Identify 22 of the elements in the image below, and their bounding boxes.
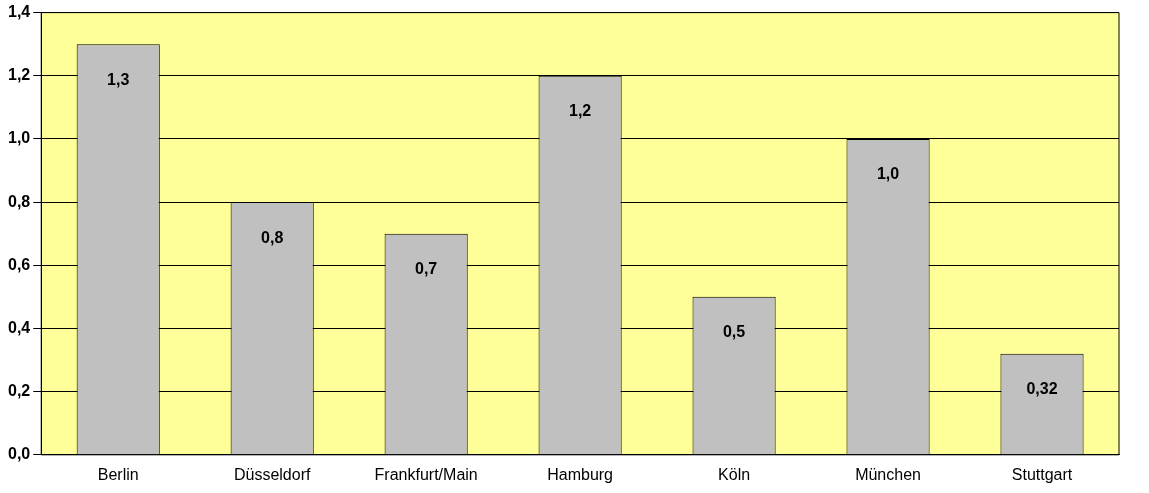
y-tick-label: 0,0: [7, 445, 31, 463]
x-tick-label: Düsseldorf: [233, 465, 311, 483]
data-label: 0,5: [722, 323, 746, 341]
x-tick-label: Köln: [718, 465, 751, 483]
x-tick-label: München: [855, 465, 921, 483]
x-tick-label: Frankfurt/Main: [374, 465, 478, 483]
y-tick-label: 0,2: [7, 382, 31, 400]
x-tick-label: Stuttgart: [1011, 465, 1073, 483]
data-label: 0,7: [415, 260, 438, 278]
y-tick-label: 1,2: [7, 66, 31, 84]
y-tick-label: 1,4: [7, 3, 31, 21]
data-label: 0,8: [261, 228, 284, 246]
data-label: 0,32: [1026, 380, 1058, 398]
data-label: 1,3: [107, 70, 130, 88]
y-tick-label: 0,8: [7, 192, 31, 210]
x-tick-label: Berlin: [97, 465, 139, 483]
x-tick-label: Hamburg: [547, 465, 614, 483]
data-label: 1,2: [569, 102, 592, 120]
y-tick-label: 1,0: [7, 129, 31, 147]
y-tick-label: 0,6: [7, 255, 31, 273]
y-tick-label: 0,4: [7, 318, 31, 336]
data-label: 1,0: [876, 165, 900, 183]
